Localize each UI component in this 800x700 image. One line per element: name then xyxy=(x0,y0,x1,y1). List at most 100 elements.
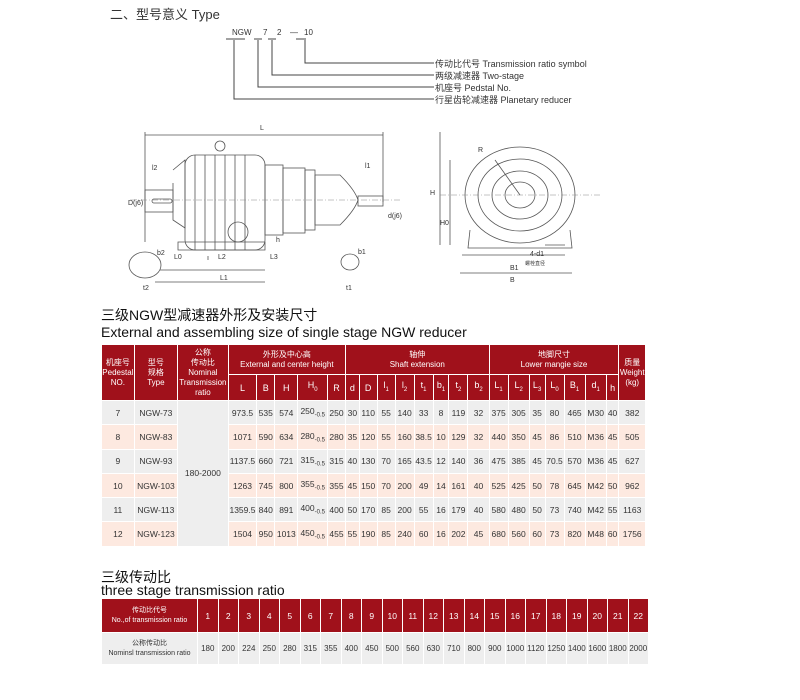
dim-b2: b2 xyxy=(157,250,165,257)
dim-L1: L1 xyxy=(220,275,228,282)
ratio-value: 1400 xyxy=(566,632,588,665)
ratio-code: 18 xyxy=(545,598,567,633)
header-col: L1 xyxy=(488,374,509,401)
cell-pedestal: 11 xyxy=(101,497,135,523)
dim-L2: L2 xyxy=(218,254,226,261)
cell-l2: 200 xyxy=(394,497,415,523)
cell-d: 120 xyxy=(358,424,378,450)
header-col-subscript: 0 xyxy=(314,386,318,393)
header-shaft-extension-line: 轴伸 xyxy=(409,349,426,359)
cell-l1: 55 xyxy=(376,424,396,450)
header-col-label: l xyxy=(383,380,386,391)
header-pedestal-line: 机座号 xyxy=(105,357,130,367)
size-title-en: External and assembling size of single s… xyxy=(101,324,467,340)
header-col: l2 xyxy=(394,374,415,401)
cell-b2: 40 xyxy=(467,497,490,523)
cell-l3: 60 xyxy=(528,521,546,547)
header-col: L0 xyxy=(544,374,565,401)
cell-b1: 16 xyxy=(432,497,450,523)
header-col: b2 xyxy=(467,374,490,401)
header-shaft-extension: 轴伸 Shaft extension xyxy=(344,344,490,375)
cell-h0-tolerance: -0.5 xyxy=(314,437,325,444)
cell-type: NGW-123 xyxy=(133,521,179,547)
header-col-label: D xyxy=(364,382,372,393)
ratio-header-row: 传动比代号 No.,of transmission ratio 1 2 3 4 5 6 7 8 9 1… xyxy=(101,598,649,633)
header-weight: 质量 Weight (kg) xyxy=(618,344,646,401)
header-nominal-ratio-line: Transmission xyxy=(179,377,227,387)
cell-t2: 161 xyxy=(448,472,469,499)
cell-l: 973.5 xyxy=(227,399,258,426)
ratio-row-label: 公称传动比 Nominsl transmission ratio xyxy=(101,632,198,665)
header-col: L2 xyxy=(507,374,530,401)
ratio-code: 22 xyxy=(627,598,649,633)
ratio-code: 15 xyxy=(484,598,506,633)
cell-d: 110 xyxy=(358,399,378,426)
header-weight-line: (kg) xyxy=(625,377,640,387)
dim-L0: L0 xyxy=(174,254,182,261)
header-col-subscript: 1 xyxy=(441,386,446,393)
header-col-label: B xyxy=(262,382,269,393)
legend-pedestal: 机座号 Pedstal No. xyxy=(435,83,512,93)
header-col-label: L xyxy=(532,380,538,391)
header-lower-mangie-line: 地脚尺寸 xyxy=(537,349,570,359)
cell-b1: 510 xyxy=(563,424,586,450)
cell-h0: 355-0.5 xyxy=(297,472,328,499)
ratio-table: 传动比代号 No.,of transmission ratio 1 2 3 4 5 6 7 8 9 1… xyxy=(101,598,649,665)
dim-bolt: 螺栓直径 xyxy=(525,260,545,267)
dim-d: d(j6) xyxy=(388,213,402,220)
cell-r: 315 xyxy=(326,448,346,474)
ratio-code: 1 xyxy=(197,598,219,633)
cell-l1: 440 xyxy=(488,424,509,450)
ratio-code: 17 xyxy=(525,598,547,633)
header-col-label: b xyxy=(474,380,480,391)
table-row: 10 NGW-103 1263 745 800 355-0.5 355 45 150 70 200 4… xyxy=(101,472,646,499)
cell-h: 800 xyxy=(274,472,299,499)
dim-l2: l2 xyxy=(152,165,158,172)
ratio-value: 1250 xyxy=(545,632,567,665)
ratio-code: 7 xyxy=(320,598,342,633)
ratio-value: 280 xyxy=(279,632,301,665)
cell-h: 60 xyxy=(605,521,620,547)
ratio-code: 14 xyxy=(463,598,485,633)
ratio-value: 800 xyxy=(463,632,485,665)
cell-t1: 43.5 xyxy=(413,448,434,474)
cell-h0: 315-0.5 xyxy=(297,448,328,474)
header-col: t2 xyxy=(448,374,469,401)
cell-nominal-ratio: 180-2000 xyxy=(177,400,229,547)
ratio-value: 250 xyxy=(258,632,280,665)
dim-l1: l1 xyxy=(365,163,371,170)
cell-weight: 1163 xyxy=(618,497,646,523)
header-col-label: d xyxy=(591,380,597,391)
cell-t1: 60 xyxy=(413,521,434,547)
cell-d1: M48 xyxy=(584,521,607,547)
cell-t2: 119 xyxy=(448,399,469,426)
ratio-code: 21 xyxy=(607,598,629,633)
ratio-title-cn: 三级传动比 xyxy=(101,569,171,585)
cell-type: NGW-73 xyxy=(133,399,179,426)
cell-t2: 179 xyxy=(448,497,469,523)
dim-t2: t2 xyxy=(143,285,149,292)
ratio-code: 3 xyxy=(238,598,260,633)
ratio-value: 315 xyxy=(299,632,321,665)
cell-l2: 425 xyxy=(507,472,530,499)
dim-B: B xyxy=(510,277,515,284)
ratio-code: 19 xyxy=(566,598,588,633)
cell-d: 35 xyxy=(344,424,360,450)
header-col: d1 xyxy=(584,374,607,401)
header-type-line: 规格 xyxy=(147,367,164,377)
cell-h0-tolerance: -0.5 xyxy=(314,485,325,492)
cell-h0-tolerance: -0.5 xyxy=(314,412,325,419)
cell-l1: 70 xyxy=(376,472,396,499)
cell-l2: 200 xyxy=(394,472,415,499)
cell-l1: 55 xyxy=(376,399,396,426)
code-ngw: NGW xyxy=(232,28,252,37)
ratio-value: 1800 xyxy=(607,632,629,665)
cell-l3: 35 xyxy=(528,399,546,426)
cell-h0-value: 315 xyxy=(300,454,315,465)
cell-l2: 305 xyxy=(507,399,530,426)
cell-l1: 680 xyxy=(488,521,509,547)
cell-l2: 480 xyxy=(507,497,530,523)
header-nominal-ratio-line: 公称 xyxy=(194,347,211,357)
header-col-subscript: 1 xyxy=(499,386,503,393)
cell-l1: 85 xyxy=(376,497,396,523)
